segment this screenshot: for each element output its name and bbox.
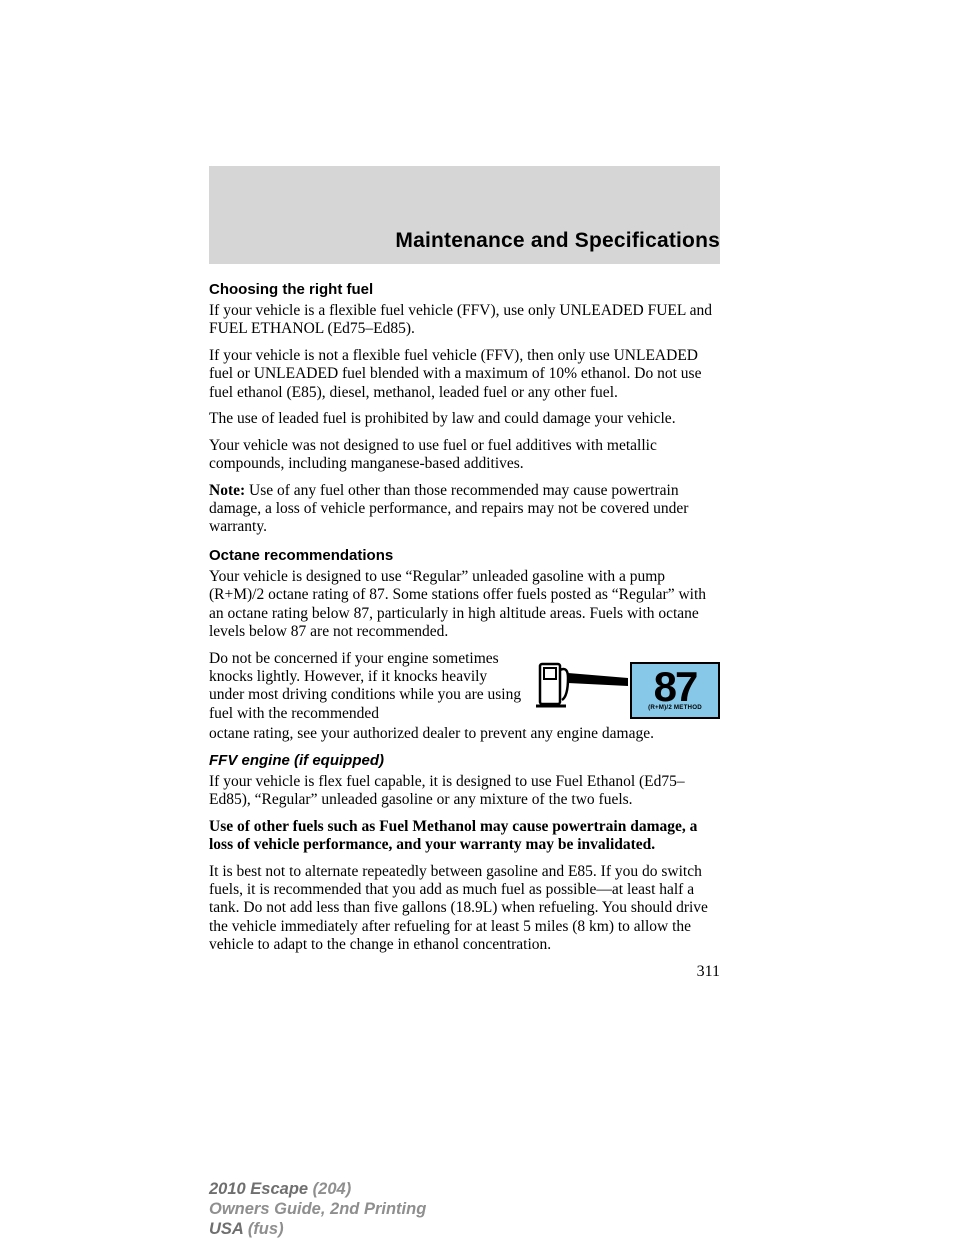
para-methanol-warning: Use of other fuels such as Fuel Methanol… [209,818,720,855]
footer-vehicle: 2010 Escape [209,1180,308,1198]
footer-line-2: Owners Guide, 2nd Printing [209,1199,720,1219]
footer-line-3: USA (fus) [209,1219,720,1239]
heading-choosing-fuel: Choosing the right fuel [209,281,720,298]
para-metallic-additives: Your vehicle was not designed to use fue… [209,437,720,474]
section-title: Maintenance and Specifications [209,229,720,253]
fuel-pump-icon [536,656,630,718]
footer-code: (204) [308,1180,351,1198]
para-octane-87: Your vehicle is designed to use “Regular… [209,568,720,642]
manual-page: Maintenance and Specifications Choosing … [0,0,954,1235]
para-note-warranty: Note: Use of any fuel other than those r… [209,482,720,537]
octane-number: 87 [654,669,697,705]
para-alternate-fuels: It is best not to alternate repeatedly b… [209,863,720,955]
footer-line-1: 2010 Escape (204) [209,1179,720,1199]
heading-octane: Octane recommendations [209,547,720,564]
octane-figure: 87 (R+M)/2 METHOD [536,652,720,722]
footer-region-code: (fus) [243,1220,283,1238]
page-footer: 2010 Escape (204) Owners Guide, 2nd Prin… [209,1179,720,1239]
para-ffv-unleaded: If your vehicle is a flexible fuel vehic… [209,302,720,339]
para-knock-tail: octane rating, see your authorized deale… [209,725,720,743]
note-text: Use of any fuel other than those recomme… [209,482,688,536]
footer-region: USA [209,1220,243,1238]
note-label: Note: [209,482,245,499]
page-content: Maintenance and Specifications Choosing … [209,229,720,981]
octane-method-label: (R+M)/2 METHOD [648,704,702,711]
octane-wrap-block: 87 (R+M)/2 METHOD Do not be concerned if… [209,650,720,724]
page-number: 311 [209,963,720,981]
heading-ffv-engine: FFV engine (if equipped) [209,752,720,769]
octane-plate: 87 (R+M)/2 METHOD [630,662,720,719]
para-ffv-capable: If your vehicle is flex fuel capable, it… [209,773,720,810]
para-leaded-prohibited: The use of leaded fuel is prohibited by … [209,410,720,428]
para-non-ffv: If your vehicle is not a flexible fuel v… [209,347,720,402]
